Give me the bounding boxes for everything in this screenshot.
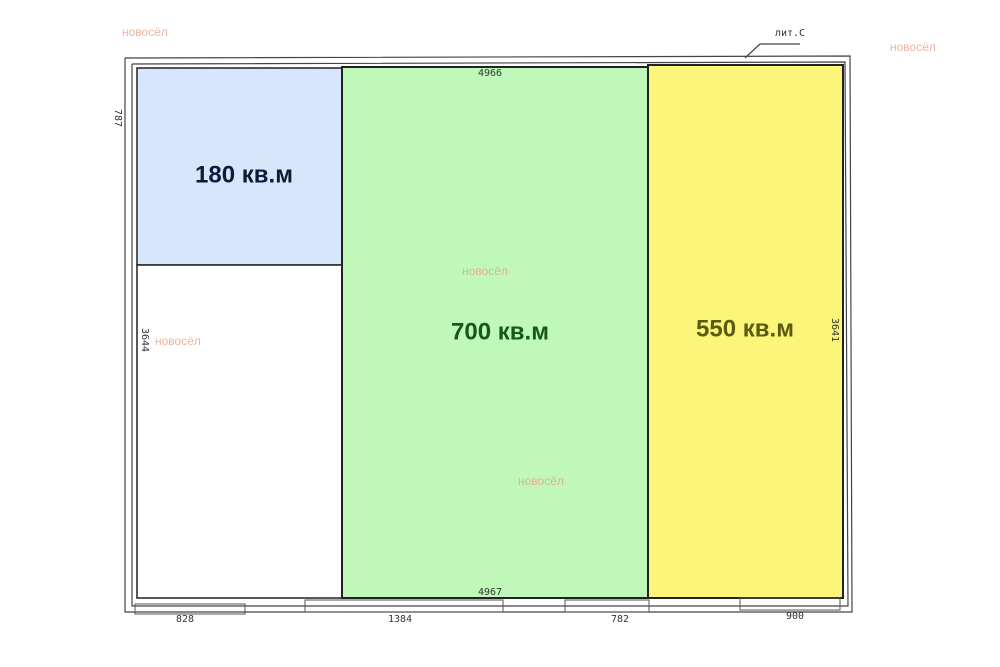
outer-wall <box>124 55 853 613</box>
dimension: 3641 <box>829 318 840 342</box>
watermark: новосёл <box>462 264 508 278</box>
dimension: 828 <box>176 614 194 625</box>
room-yellow <box>647 64 844 599</box>
room-area: 180 кв.м <box>195 161 293 188</box>
dim-box <box>134 603 246 615</box>
leader-line <box>744 43 761 59</box>
dimension: 4966 <box>478 68 502 79</box>
watermark: новосёл <box>890 40 936 54</box>
dimension: 782 <box>611 614 629 625</box>
dimension: 3644 <box>139 328 150 352</box>
room-area: 550 кв.м <box>696 315 794 342</box>
building-label: лит.С <box>775 28 805 39</box>
inner-wall <box>131 61 849 607</box>
room-area: 700 кв.м <box>451 318 549 345</box>
watermark: новосёл <box>518 474 564 488</box>
dimension: 1384 <box>388 614 412 625</box>
room-white <box>136 264 343 599</box>
room-blue <box>136 67 343 266</box>
room-green <box>341 66 649 599</box>
watermark: новосёл <box>122 25 168 39</box>
watermark: новосёл <box>155 334 201 348</box>
dim-box <box>739 597 841 611</box>
dim-box <box>304 599 504 613</box>
dimension: 787 <box>112 109 123 127</box>
dim-box <box>564 599 650 613</box>
dimension: 4967 <box>478 587 502 598</box>
dimension: 900 <box>786 611 804 622</box>
